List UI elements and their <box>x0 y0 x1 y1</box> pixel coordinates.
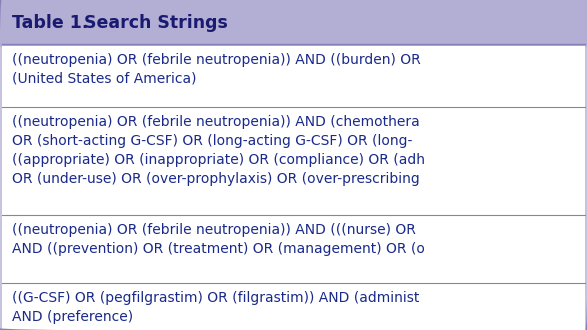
Text: Table 1.: Table 1. <box>12 14 95 32</box>
Bar <box>2 283 585 330</box>
Text: Search Strings: Search Strings <box>84 14 228 32</box>
Bar <box>2 215 585 283</box>
Text: ((neutropenia) OR (febrile neutropenia)) AND ((burden) OR
(United States of Amer: ((neutropenia) OR (febrile neutropenia))… <box>12 53 421 86</box>
Text: ((G-CSF) OR (pegfilgrastim) OR (filgrastim)) AND (administ
AND (preference): ((G-CSF) OR (pegfilgrastim) OR (filgrast… <box>12 291 419 324</box>
Bar <box>2 45 585 107</box>
Bar <box>2 34 585 46</box>
Bar <box>2 107 585 215</box>
Text: ((neutropenia) OR (febrile neutropenia)) AND (chemothera
OR (short-acting G-CSF): ((neutropenia) OR (febrile neutropenia))… <box>12 115 425 186</box>
FancyBboxPatch shape <box>0 0 587 47</box>
Text: ((neutropenia) OR (febrile neutropenia)) AND (((nurse) OR
AND ((prevention) OR (: ((neutropenia) OR (febrile neutropenia))… <box>12 223 425 256</box>
